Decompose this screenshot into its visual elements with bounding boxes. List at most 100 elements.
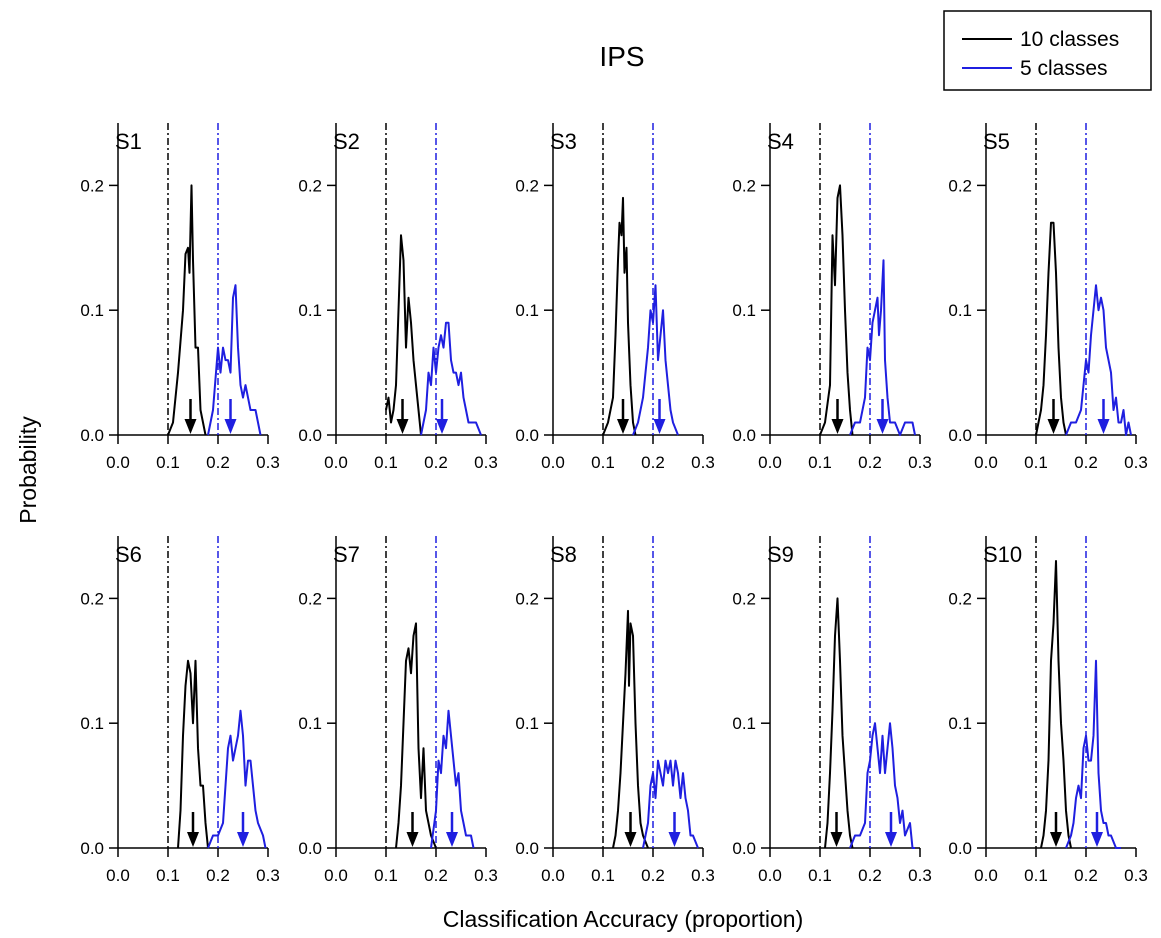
panel-label: S3: [550, 129, 577, 154]
series-line-5-classes: [1065, 284, 1132, 436]
series-line-10-classes: [819, 184, 854, 436]
panel-s8: 0.0 0.1 0.2 0.3 0.0 0.1 0.2 S8: [515, 536, 715, 885]
y-tick-label: 0.0: [80, 839, 104, 858]
x-tick-label: 0.0: [106, 453, 130, 472]
series-line-5-classes: [1065, 659, 1121, 849]
series-line-10-classes: [177, 659, 209, 849]
x-tick-label: 0.3: [256, 453, 280, 472]
legend-label-5-classes: 5 classes: [1020, 57, 1108, 80]
panel-label: S7: [333, 542, 360, 567]
arrow-head: [624, 832, 637, 847]
x-tick-label: 0.2: [641, 866, 665, 885]
x-tick-label: 0.1: [1024, 866, 1048, 885]
y-tick-label: 0.0: [515, 839, 539, 858]
series-line-5-classes: [420, 321, 482, 436]
y-tick-label: 0.2: [80, 589, 104, 608]
panel-s6: 0.0 0.1 0.2 0.3 0.0 0.1 0.2 S6: [80, 536, 280, 885]
y-tick-label: 0.2: [948, 176, 972, 195]
x-tick-label: 0.0: [974, 866, 998, 885]
y-tick-label: 0.0: [948, 426, 972, 445]
x-tick-label: 0.3: [908, 453, 932, 472]
x-tick-label: 0.1: [374, 453, 398, 472]
x-tick-label: 0.2: [858, 866, 882, 885]
series-line-5-classes: [430, 709, 475, 849]
y-tick-label: 0.1: [515, 301, 539, 320]
series-line-5-classes: [207, 709, 267, 849]
panel-label: S6: [115, 542, 142, 567]
x-tick-label: 0.0: [974, 453, 998, 472]
y-tick-label: 0.1: [515, 714, 539, 733]
y-tick-label: 0.1: [298, 301, 322, 320]
legend-label-10-classes: 10 classes: [1020, 28, 1119, 51]
panel-s5: 0.0 0.1 0.2 0.3 0.0 0.1 0.2 S5: [948, 123, 1148, 472]
panel-s7: 0.0 0.1 0.2 0.3 0.0 0.1 0.2 S7: [298, 536, 498, 885]
y-tick-label: 0.0: [948, 839, 972, 858]
arrow-head: [446, 832, 458, 847]
y-tick-label: 0.0: [298, 839, 322, 858]
series-line-10-classes: [612, 609, 649, 849]
arrow-head: [396, 419, 409, 434]
x-tick-label: 0.3: [691, 866, 715, 885]
series-line-5-classes: [632, 284, 679, 436]
panel-s3: 0.0 0.1 0.2 0.3 0.0 0.1 0.2 S3: [515, 123, 715, 472]
legend: 10 classes 5 classes: [943, 10, 1152, 91]
x-tick-label: 0.2: [858, 453, 882, 472]
x-tick-label: 0.0: [106, 866, 130, 885]
x-tick-label: 0.0: [324, 866, 348, 885]
x-tick-label: 0.1: [808, 453, 832, 472]
x-tick-label: 0.2: [424, 866, 448, 885]
arrow-head: [876, 419, 889, 434]
x-tick-label: 0.3: [1124, 453, 1148, 472]
series-line-10-classes: [1040, 560, 1072, 849]
legend-box: [943, 10, 1152, 91]
arrow-head: [617, 419, 629, 434]
series-line-10-classes: [602, 196, 637, 436]
x-tick-label: 0.2: [206, 453, 230, 472]
y-tick-label: 0.1: [80, 714, 104, 733]
panel-s1: 0.0 0.1 0.2 0.3 0.0 0.1 0.2 S1: [80, 123, 280, 472]
arrow-head: [830, 832, 843, 847]
x-tick-label: 0.1: [156, 453, 180, 472]
x-tick-label: 0.1: [808, 866, 832, 885]
x-tick-label: 0.1: [591, 453, 615, 472]
arrow-head: [668, 832, 681, 847]
x-tick-label: 0.2: [424, 453, 448, 472]
y-tick-label: 0.2: [732, 176, 756, 195]
arrow-head: [1097, 419, 1110, 434]
y-tick-label: 0.0: [732, 426, 756, 445]
arrow-head: [224, 419, 237, 434]
x-tick-label: 0.3: [691, 453, 715, 472]
panel-label: S2: [333, 129, 360, 154]
arrow-head: [831, 419, 844, 434]
series-line-10-classes: [824, 597, 854, 849]
arrow-head: [187, 832, 199, 847]
x-tick-label: 0.2: [206, 866, 230, 885]
panel-s9: 0.0 0.1 0.2 0.3 0.0 0.1 0.2 S9: [732, 536, 932, 885]
series-line-10-classes: [167, 184, 207, 436]
x-tick-label: 0.2: [1074, 453, 1098, 472]
x-tick-label: 0.2: [641, 453, 665, 472]
x-tick-label: 0.1: [1024, 453, 1048, 472]
series-line-5-classes: [849, 722, 915, 849]
x-tick-label: 0.3: [1124, 866, 1148, 885]
arrow-head: [1091, 832, 1103, 847]
series-line-5-classes: [849, 259, 916, 436]
panel-label: S8: [550, 542, 577, 567]
y-tick-label: 0.2: [732, 589, 756, 608]
y-tick-label: 0.1: [948, 714, 972, 733]
y-tick-label: 0.1: [732, 714, 756, 733]
y-tick-label: 0.2: [515, 589, 539, 608]
panel-s10: 0.0 0.1 0.2 0.3 0.0 0.1 0.2 S10: [948, 536, 1148, 885]
arrow-head: [1050, 832, 1062, 847]
y-tick-label: 0.2: [948, 589, 972, 608]
x-tick-label: 0.3: [474, 453, 498, 472]
x-axis-label: Classification Accuracy (proportion): [443, 906, 803, 932]
x-tick-label: 0.1: [591, 866, 615, 885]
x-tick-label: 0.0: [541, 866, 565, 885]
series-line-5-classes: [207, 284, 262, 436]
x-tick-label: 0.1: [156, 866, 180, 885]
x-tick-label: 0.0: [758, 866, 782, 885]
y-tick-label: 0.0: [80, 426, 104, 445]
